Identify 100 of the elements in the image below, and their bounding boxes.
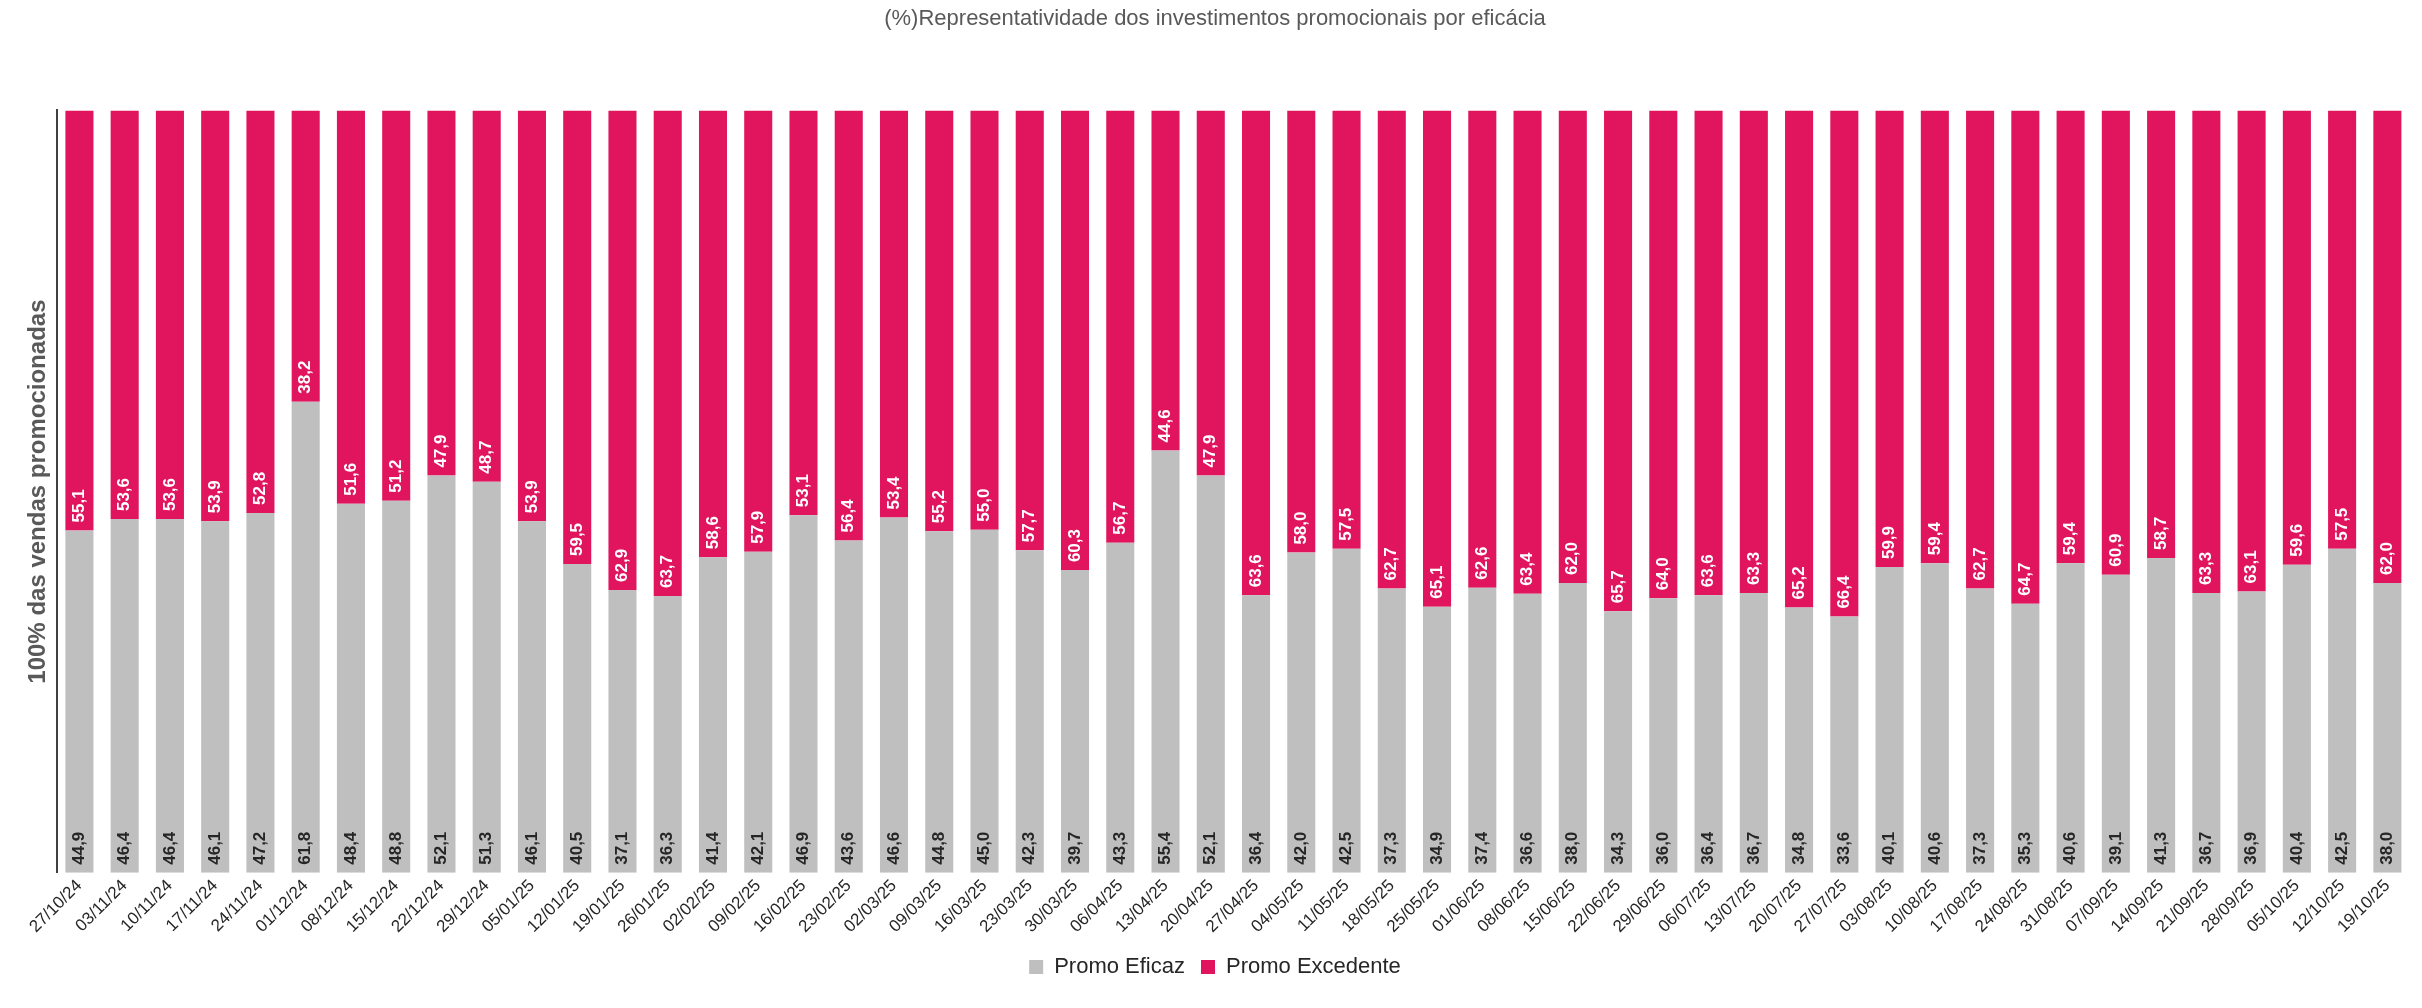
data-label: 59,4 [2060, 521, 2080, 556]
data-label: 52,8 [250, 471, 270, 505]
data-label: 40,4 [2286, 831, 2306, 865]
data-label: 62,7 [1381, 547, 1401, 581]
bar [2282, 564, 2311, 873]
bar [155, 519, 184, 873]
data-label: 59,9 [1879, 525, 1899, 560]
data-label: 56,7 [1109, 501, 1129, 535]
data-label: 57,9 [747, 510, 767, 544]
bar [1558, 583, 1587, 873]
data-label: 53,6 [114, 477, 134, 512]
data-label: 58,0 [1290, 511, 1310, 545]
data-label: 47,2 [250, 831, 270, 865]
bar [2147, 557, 2176, 873]
bar [65, 110, 94, 531]
bar [110, 110, 139, 520]
data-label: 53,6 [159, 477, 179, 512]
bar [1739, 110, 1768, 593]
data-label: 36,4 [1245, 831, 1265, 865]
data-label: 55,0 [974, 488, 994, 522]
bar [65, 530, 94, 873]
data-label: 36,4 [1698, 831, 1718, 865]
data-label: 51,2 [385, 459, 405, 493]
bar [1196, 475, 1225, 873]
data-label: 43,3 [1109, 831, 1129, 865]
bar [925, 531, 954, 873]
data-label: 41,4 [702, 831, 722, 865]
data-label: 62,0 [2377, 541, 2397, 576]
data-label: 55,1 [69, 489, 89, 523]
bar [517, 110, 546, 522]
bar [2192, 592, 2221, 873]
bar [1015, 550, 1044, 873]
bar [1332, 110, 1361, 549]
bar [653, 596, 682, 873]
y-axis-title: 100% das vendas promocionadas [23, 299, 51, 684]
data-label: 37,3 [1381, 831, 1401, 865]
data-label: 61,8 [295, 831, 315, 865]
bar [201, 110, 230, 522]
data-label: 38,0 [2377, 831, 2397, 865]
data-label: 53,9 [521, 480, 541, 514]
bar [653, 110, 682, 597]
data-label: 48,4 [340, 831, 360, 865]
data-label: 42,5 [1336, 831, 1356, 865]
legend-label: Promo Excedente [1225, 953, 1401, 979]
data-label: 36,3 [657, 831, 677, 865]
data-label: 46,1 [204, 831, 224, 865]
bar [1558, 110, 1587, 584]
bar [2282, 110, 2311, 565]
bar [246, 512, 275, 873]
data-label: 55,2 [928, 490, 948, 524]
bar [834, 110, 863, 541]
bar [1377, 588, 1406, 873]
data-label: 44,6 [1155, 409, 1175, 443]
chart-title: (%)Representatividade dos investimentos promocionais por eficácia [884, 5, 1547, 31]
data-label: 59,5 [566, 522, 586, 557]
data-label: 51,6 [340, 462, 360, 496]
data-label: 58,6 [702, 516, 722, 550]
bar [2101, 574, 2130, 873]
data-label: 65,2 [1788, 566, 1808, 600]
bar [1151, 450, 1180, 873]
bar [291, 401, 320, 873]
bar [1966, 110, 1995, 589]
bar [970, 529, 999, 873]
bar [2373, 110, 2402, 584]
bar [1513, 593, 1542, 873]
bar [834, 540, 863, 873]
data-label: 44,8 [928, 831, 948, 865]
bar [155, 110, 184, 520]
bar [1875, 567, 1904, 873]
data-label: 63,6 [1245, 554, 1265, 588]
bar [472, 481, 501, 873]
data-label: 52,1 [1200, 831, 1220, 865]
bar [427, 110, 456, 476]
data-label: 40,6 [1924, 831, 1944, 865]
data-label: 62,6 [1471, 546, 1491, 580]
data-label: 58,7 [2150, 516, 2170, 550]
data-label: 57,5 [1336, 507, 1356, 541]
bar [925, 110, 954, 532]
data-label: 55,4 [1155, 831, 1175, 865]
data-label: 39,1 [2105, 831, 2125, 865]
data-label: 64,0 [1653, 557, 1672, 591]
bar [1785, 607, 1814, 873]
data-label: 46,9 [793, 831, 813, 865]
bar [1649, 110, 1678, 599]
bar [1604, 110, 1633, 612]
bar [1106, 542, 1135, 873]
bar [698, 110, 728, 558]
bar [1649, 598, 1678, 873]
data-label: 57,5 [2331, 507, 2351, 541]
data-label: 65,1 [1426, 565, 1446, 599]
data-label: 63,7 [657, 554, 677, 589]
data-label: 38,0 [1562, 831, 1582, 865]
data-label: 59,6 [2286, 523, 2306, 557]
data-label: 37,4 [1471, 831, 1491, 865]
bar [1604, 611, 1633, 873]
bar [1287, 110, 1316, 553]
bar [2056, 563, 2085, 873]
bar [2373, 583, 2402, 873]
bar [517, 521, 546, 873]
data-label: 38,2 [295, 360, 315, 394]
